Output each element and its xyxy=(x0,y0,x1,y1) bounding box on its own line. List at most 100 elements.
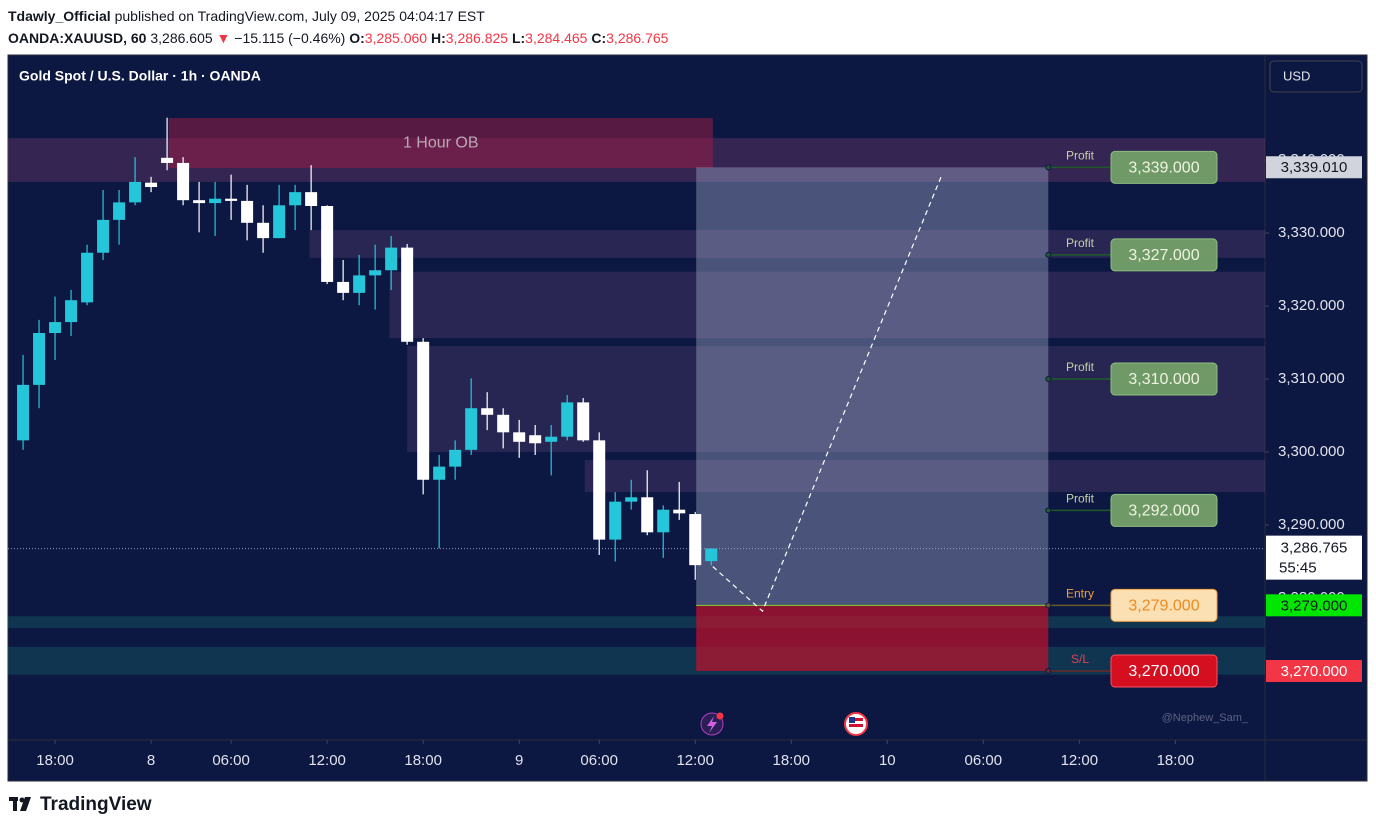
candle-body xyxy=(401,247,414,342)
entry-value: 3,279.000 xyxy=(1128,598,1199,615)
candle-body xyxy=(49,322,62,334)
candle-body xyxy=(465,408,478,450)
projection-path xyxy=(712,175,943,613)
event-dot xyxy=(716,712,724,720)
candle-body xyxy=(209,198,222,204)
ohlc-value: 3,285.060 xyxy=(365,30,427,46)
x-tick-label: 18:00 xyxy=(36,752,74,769)
publish-line: Tdawly_Official published on TradingView… xyxy=(8,8,485,24)
candle-body xyxy=(529,435,542,444)
x-tick-label: 8 xyxy=(147,752,155,769)
symbol: OANDA:XAUUSD, 60 xyxy=(8,30,147,46)
target-box xyxy=(1110,150,1218,184)
candle-body xyxy=(417,341,430,480)
candle-body xyxy=(273,205,286,239)
currency: USD xyxy=(1283,68,1310,83)
candle-body xyxy=(369,270,382,276)
stop-name: S/L xyxy=(1071,652,1089,666)
x-tick-label: 12:00 xyxy=(1061,752,1099,769)
x-tick-label: 12:00 xyxy=(308,752,346,769)
publisher: Tdawly_Official xyxy=(8,8,111,24)
target-box xyxy=(1110,238,1218,272)
target-name: Profit xyxy=(1066,492,1095,506)
ohlc-value: 3,284.465 xyxy=(525,30,587,46)
stop-box xyxy=(1110,654,1218,688)
price-label-box xyxy=(1266,594,1362,617)
target-name: Profit xyxy=(1066,148,1095,162)
zone xyxy=(584,460,1265,493)
target-dot xyxy=(1045,507,1052,514)
candle-body xyxy=(641,497,654,533)
y-tick-label: 3,330.000 xyxy=(1278,224,1345,241)
candle-body xyxy=(689,514,702,566)
y-tick-label: 3,290.000 xyxy=(1278,516,1345,533)
flag-stripe xyxy=(849,718,863,721)
published: published on TradingView.com, July 09, 2… xyxy=(115,8,486,24)
candle-body xyxy=(609,501,622,540)
countdown: 55:45 xyxy=(1279,560,1317,577)
x-tick-label: 18:00 xyxy=(772,752,810,769)
x-tick-label: 06:00 xyxy=(580,752,618,769)
candle-body xyxy=(577,402,590,441)
candle-body xyxy=(81,252,94,303)
target-box xyxy=(1110,493,1218,527)
candle-body xyxy=(321,206,334,282)
candle-body xyxy=(177,162,190,201)
candle-body xyxy=(113,202,126,220)
zone xyxy=(389,271,1265,339)
ohlc-label: L: xyxy=(512,30,525,46)
candle-body xyxy=(241,200,254,223)
zone xyxy=(168,118,713,169)
x-tick-label: 18:00 xyxy=(404,752,442,769)
ohlc-value: 3,286.765 xyxy=(606,30,668,46)
candle-body xyxy=(625,497,638,502)
target-name: Profit xyxy=(1066,236,1095,250)
x-tick-label: 06:00 xyxy=(965,752,1003,769)
target-box xyxy=(1110,362,1218,396)
candle-body xyxy=(337,281,350,293)
watermark: @Nephew_Sam_ xyxy=(1162,712,1249,724)
candle-body xyxy=(305,192,318,207)
symbol-line: OANDA:XAUUSD, 60 3,286.605 ▼ −15.115 (−0… xyxy=(8,30,669,46)
brand: TradingView xyxy=(40,794,152,815)
zone-label: 1 Hour OB xyxy=(403,134,479,151)
candle-body xyxy=(385,247,398,271)
candle-body xyxy=(225,198,238,201)
currency-button[interactable] xyxy=(1269,60,1363,93)
candle-body xyxy=(289,192,302,206)
lightning-icon xyxy=(707,716,717,733)
plot-layer: 1 Hour OB3,280.0003,290.0003,300.0003,31… xyxy=(8,117,1362,769)
stop-dot xyxy=(1045,668,1052,675)
chart-title: Gold Spot / U.S. Dollar · 1h · OANDA xyxy=(19,68,261,84)
x-tick-label: 9 xyxy=(515,752,523,769)
loss-area xyxy=(696,605,1049,672)
profit-area xyxy=(696,167,1049,606)
candle-body xyxy=(705,548,718,562)
x-tick-label: 18:00 xyxy=(1157,752,1195,769)
y-tick-label: 3,300.000 xyxy=(1278,443,1345,460)
price-label: 3,270.000 xyxy=(1281,663,1348,680)
candle-body xyxy=(129,181,142,203)
x-tick-label: 10 xyxy=(879,752,896,769)
price-label: 3,339.010 xyxy=(1281,159,1348,176)
candle-body xyxy=(97,219,110,253)
target-value: 3,292.000 xyxy=(1128,503,1199,520)
flag-stripe xyxy=(849,724,863,727)
zone xyxy=(8,616,1265,628)
y-tick-label: 3,310.000 xyxy=(1278,370,1345,387)
flag-canton xyxy=(849,717,855,723)
zone xyxy=(8,646,1265,675)
target-name: Profit xyxy=(1066,360,1095,374)
ohlc-label: C: xyxy=(591,30,606,46)
change-arrow: ▼ xyxy=(217,30,231,46)
candle-body xyxy=(481,408,494,415)
target-value: 3,327.000 xyxy=(1128,247,1199,264)
price-label: 3,279.000 xyxy=(1281,597,1348,614)
x-tick-label: 12:00 xyxy=(676,752,714,769)
candle-body xyxy=(161,157,174,163)
last-price-label: 3,286.765 xyxy=(1281,540,1348,557)
candle-body xyxy=(145,182,158,188)
candle-body xyxy=(545,436,558,442)
ohlc-value: 3,286.825 xyxy=(446,30,508,46)
